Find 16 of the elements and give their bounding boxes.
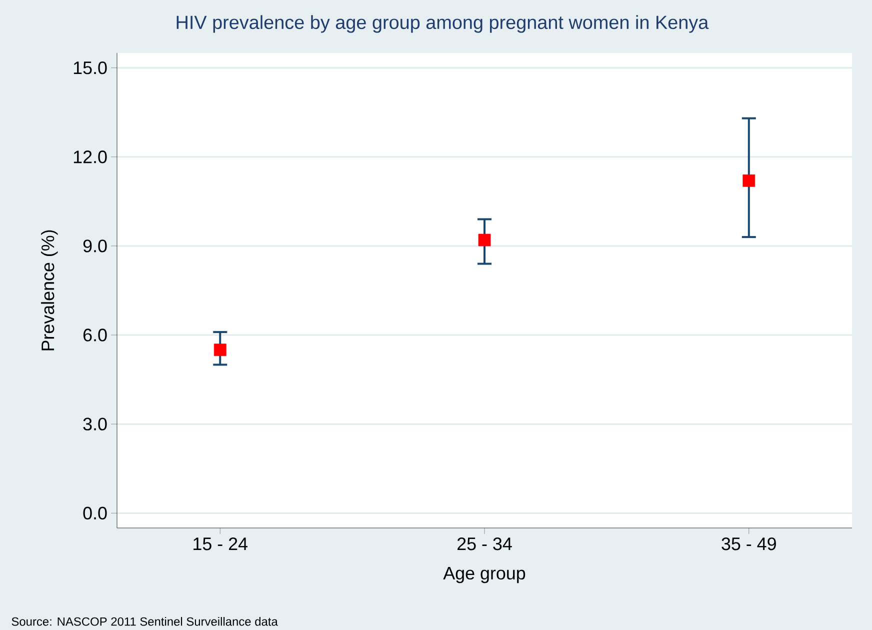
point [478, 234, 491, 246]
chart-title: HIV prevalence by age group among pregnant women in Kenya [176, 15, 709, 33]
y-tick-label: 9.0 [83, 240, 107, 252]
y-tick-label: 0.0 [83, 506, 107, 520]
source-note: Source: NASCOP 2011 Sentinel Surveillance data [12, 617, 278, 626]
y-tick-label: 12.0 [74, 150, 107, 164]
y-tick-label: 6.0 [83, 328, 107, 342]
point [214, 344, 226, 356]
x-tick-label: 35 - 49 [722, 537, 776, 550]
y-tick-label: 15.0 [74, 61, 107, 74]
x-tick-label: 25 - 34 [458, 537, 512, 550]
y-axis-title: Prevalence (%) [41, 230, 58, 350]
x-tick-label: 15 - 24 [194, 537, 248, 550]
y-tick-label: 3.0 [83, 418, 107, 430]
x-axis-title: Age group [443, 567, 526, 584]
point [742, 174, 756, 187]
